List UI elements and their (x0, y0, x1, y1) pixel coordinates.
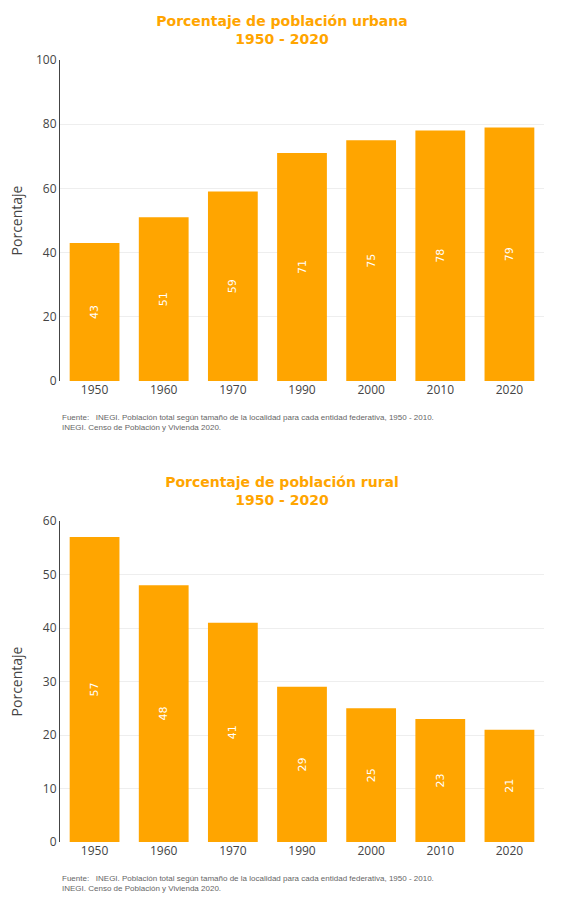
svg-text:2000: 2000 (357, 381, 385, 398)
svg-text:0: 0 (50, 372, 57, 389)
svg-text:21: 21 (503, 779, 516, 793)
svg-text:Porcentaje: Porcentaje (7, 185, 26, 255)
svg-text:75: 75 (365, 254, 378, 268)
svg-text:Porcentaje de población urbana: Porcentaje de población urbana1950 - 202… (156, 13, 407, 47)
svg-text:41: 41 (226, 725, 239, 739)
svg-text:1970: 1970 (219, 381, 247, 398)
svg-text:20: 20 (43, 726, 57, 743)
svg-text:23: 23 (434, 773, 447, 787)
svg-text:1990: 1990 (288, 381, 316, 398)
svg-text:60: 60 (43, 512, 57, 529)
svg-text:2000: 2000 (357, 842, 385, 859)
svg-text:40: 40 (43, 619, 57, 636)
svg-text:2010: 2010 (427, 842, 455, 859)
svg-text:Porcentaje de población rural1: Porcentaje de población rural1950 - 2020 (165, 474, 399, 508)
svg-text:2020: 2020 (496, 842, 524, 859)
svg-text:78: 78 (434, 249, 447, 263)
svg-text:50: 50 (43, 566, 57, 583)
svg-text:60: 60 (43, 180, 57, 197)
svg-text:25: 25 (365, 768, 378, 782)
svg-text:30: 30 (43, 673, 57, 690)
svg-text:80: 80 (43, 115, 57, 132)
svg-text:71: 71 (296, 260, 309, 274)
svg-text:40: 40 (43, 244, 57, 261)
svg-text:1970: 1970 (219, 842, 247, 859)
svg-text:59: 59 (226, 279, 239, 293)
svg-text:Porcentaje: Porcentaje (7, 646, 26, 716)
svg-text:20: 20 (43, 308, 57, 325)
svg-text:79: 79 (503, 247, 516, 261)
svg-text:Fuente: INEGI. Población tot: Fuente: INEGI. Población total según tam… (62, 413, 434, 432)
svg-text:2010: 2010 (427, 381, 455, 398)
svg-text:1950: 1950 (81, 381, 109, 398)
svg-text:1950: 1950 (81, 842, 109, 859)
svg-text:1960: 1960 (150, 842, 178, 859)
svg-text:48: 48 (157, 707, 170, 721)
svg-text:1960: 1960 (150, 381, 178, 398)
svg-text:100: 100 (36, 51, 57, 68)
svg-text:10: 10 (43, 780, 57, 797)
svg-text:0: 0 (50, 833, 57, 850)
svg-text:29: 29 (296, 757, 309, 771)
svg-text:Fuente: INEGI. Población tot: Fuente: INEGI. Población total según tam… (62, 874, 434, 893)
svg-text:1990: 1990 (288, 842, 316, 859)
svg-text:57: 57 (88, 683, 101, 697)
svg-text:2020: 2020 (496, 381, 524, 398)
svg-text:43: 43 (88, 305, 101, 319)
svg-text:51: 51 (157, 292, 170, 306)
